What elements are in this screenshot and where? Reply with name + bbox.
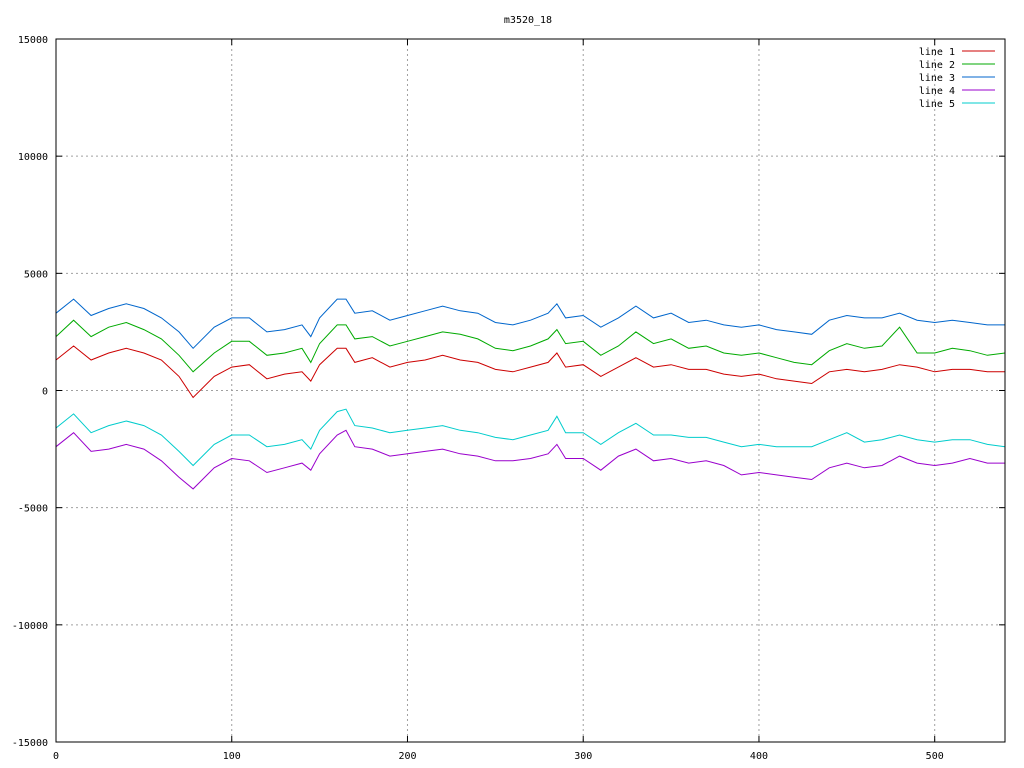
x-tick-label: 100: [223, 751, 241, 762]
grid: [56, 39, 1005, 742]
x-tick-label: 200: [398, 751, 416, 762]
series-line-5: [55, 408, 1006, 467]
series-line-2: [55, 319, 1006, 373]
x-tick-label: 0: [53, 751, 59, 762]
axis-ticks: -15000 -10000 -5000 0 5000 10000 15000 0 100 200 3…: [12, 35, 1005, 762]
y-tick-label: -5000: [18, 504, 48, 515]
y-tick-label: 0: [42, 387, 48, 398]
y-tick-label: -15000: [12, 738, 48, 749]
y-tick-label: 5000: [24, 269, 48, 280]
y-tick-label: 15000: [18, 35, 48, 46]
series-line-4: [55, 429, 1005, 490]
y-tick-label: 10000: [18, 152, 48, 163]
x-tick-label: 300: [574, 751, 592, 762]
legend: line 1 line 2 line 3 line 4 line 5: [919, 47, 995, 110]
series-line-1: [55, 345, 1005, 399]
x-tick-label: 500: [926, 751, 944, 762]
legend-label-4: line 4: [919, 86, 955, 97]
y-tick-label: -10000: [12, 621, 48, 632]
series-group: [55, 298, 1006, 490]
legend-label-5: line 5: [919, 99, 955, 110]
series-line-3: [55, 298, 1005, 350]
legend-label-1: line 1: [919, 47, 955, 58]
x-tick-label: 400: [750, 751, 768, 762]
legend-label-3: line 3: [919, 73, 955, 84]
legend-label-2: line 2: [919, 60, 955, 71]
chart-title: m3520_18: [504, 15, 552, 26]
